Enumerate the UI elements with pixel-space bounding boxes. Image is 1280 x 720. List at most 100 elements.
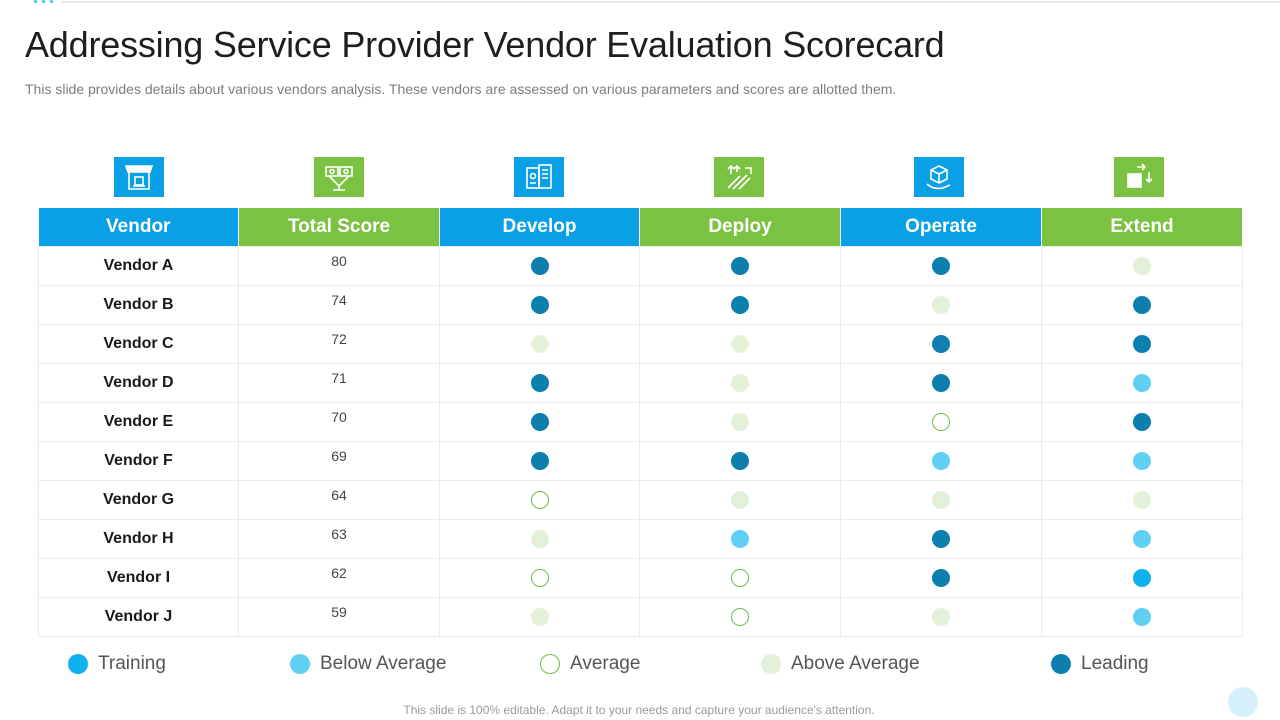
leading-dot-icon [1051, 654, 1071, 674]
leading-rating-dot-icon [932, 256, 950, 275]
table-row: Vendor F 69 [38, 441, 1243, 481]
vendor-name-cell: Vendor E [38, 402, 239, 442]
total-score-cell: 64 [238, 480, 440, 520]
above-rating-dot-icon [530, 607, 549, 626]
vendor-name-cell: Vendor C [38, 324, 239, 364]
below-rating-dot-icon [1133, 451, 1151, 470]
deploy-rating-cell [639, 324, 841, 364]
legend-item-training: Training [68, 653, 166, 675]
decorative-dots [34, 0, 53, 3]
table-header-row: Vendor Total Score Develop Deploy Operat… [38, 208, 1243, 247]
legend-item-above-average: Above Average [761, 653, 920, 675]
extend-rating-cell [1041, 558, 1243, 598]
leading-rating-dot-icon [1133, 295, 1151, 314]
extend-rating-cell [1041, 441, 1243, 481]
leading-rating-dot-icon [932, 568, 950, 587]
above-rating-dot-icon [932, 295, 950, 314]
vendor-name-cell: Vendor A [38, 246, 239, 286]
legend-item-leading: Leading [1051, 653, 1149, 675]
operate-rating-cell [840, 558, 1042, 598]
above-average-dot-icon [761, 654, 781, 674]
header-operate: Operate [840, 208, 1042, 247]
page-subtitle: This slide provides details about variou… [25, 81, 897, 97]
extend-rating-cell [1041, 324, 1243, 364]
server-icon [514, 157, 564, 197]
below-rating-dot-icon [1133, 529, 1151, 548]
vendor-name-cell: Vendor B [38, 285, 239, 325]
total-score-cell: 80 [238, 246, 440, 286]
deploy-rating-cell [639, 363, 841, 403]
leading-rating-dot-icon [1133, 412, 1151, 431]
extend-rating-cell [1041, 363, 1243, 403]
legend-label: Above Average [791, 653, 920, 674]
develop-rating-cell [439, 324, 640, 364]
table-row: Vendor C 72 [38, 324, 1243, 364]
legend-item-below-average: Below Average [290, 653, 446, 675]
leading-rating-dot-icon [1133, 334, 1151, 353]
below-rating-dot-icon [731, 529, 749, 548]
decorative-circle [1228, 687, 1258, 717]
vendor-name-cell: Vendor I [38, 558, 239, 598]
table-row: Vendor B 74 [38, 285, 1243, 325]
column-icons-row [38, 157, 1242, 197]
average-rating-dot-icon [731, 607, 749, 626]
below-rating-dot-icon [1133, 607, 1151, 626]
vendor-name-cell: Vendor G [38, 480, 239, 520]
above-rating-dot-icon [932, 490, 950, 509]
deploy-rating-cell [639, 285, 841, 325]
vendor-name-cell: Vendor J [38, 597, 239, 637]
above-rating-dot-icon [1133, 256, 1151, 275]
table-row: Vendor H 63 [38, 519, 1243, 559]
table-row: Vendor G 64 [38, 480, 1243, 520]
training-rating-dot-icon [1133, 568, 1151, 587]
deploy-rating-cell [639, 246, 841, 286]
page-title: Addressing Service Provider Vendor Evalu… [25, 24, 945, 65]
total-score-cell: 71 [238, 363, 440, 403]
above-rating-dot-icon [731, 412, 749, 431]
money-board-icon [314, 157, 364, 197]
below-rating-dot-icon [932, 451, 950, 470]
deploy-rating-cell [639, 519, 841, 559]
develop-rating-cell [439, 480, 640, 520]
table-row: Vendor I 62 [38, 558, 1243, 598]
training-dot-icon [68, 654, 88, 674]
deploy-rating-cell [639, 558, 841, 598]
below-rating-dot-icon [1133, 373, 1151, 392]
average-rating-dot-icon [932, 412, 950, 431]
total-score-cell: 74 [238, 285, 440, 325]
scorecard-table: Vendor Total Score Develop Deploy Operat… [38, 208, 1243, 637]
leading-rating-dot-icon [530, 256, 549, 275]
header-develop: Develop [439, 208, 640, 247]
legend-label: Training [98, 653, 166, 674]
total-score-cell: 63 [238, 519, 440, 559]
develop-rating-cell [439, 558, 640, 598]
develop-rating-cell [439, 363, 640, 403]
deploy-rating-cell [639, 441, 841, 481]
legend-label: Leading [1081, 653, 1149, 674]
legend: Training Below Average Average Above Ave… [68, 653, 1188, 679]
deploy-rating-cell [639, 480, 841, 520]
average-rating-dot-icon [530, 490, 549, 509]
operate-rating-cell [840, 597, 1042, 637]
total-score-cell: 69 [238, 441, 440, 481]
header-vendor: Vendor [38, 208, 239, 247]
operate-rating-cell [840, 402, 1042, 442]
legend-label: Below Average [320, 653, 447, 674]
leading-rating-dot-icon [932, 334, 950, 353]
develop-rating-cell [439, 519, 640, 559]
develop-rating-cell [439, 246, 640, 286]
leading-rating-dot-icon [530, 295, 549, 314]
total-score-cell: 70 [238, 402, 440, 442]
extend-box-icon [1114, 157, 1164, 197]
total-score-cell: 72 [238, 324, 440, 364]
header-extend: Extend [1041, 208, 1243, 247]
extend-rating-cell [1041, 402, 1243, 442]
operate-rating-cell [840, 246, 1042, 286]
shop-icon [114, 157, 164, 197]
total-score-cell: 62 [238, 558, 440, 598]
extend-rating-cell [1041, 519, 1243, 559]
operate-rating-cell [840, 480, 1042, 520]
leading-rating-dot-icon [530, 373, 549, 392]
average-dot-icon [540, 654, 560, 674]
header-deploy: Deploy [639, 208, 841, 247]
